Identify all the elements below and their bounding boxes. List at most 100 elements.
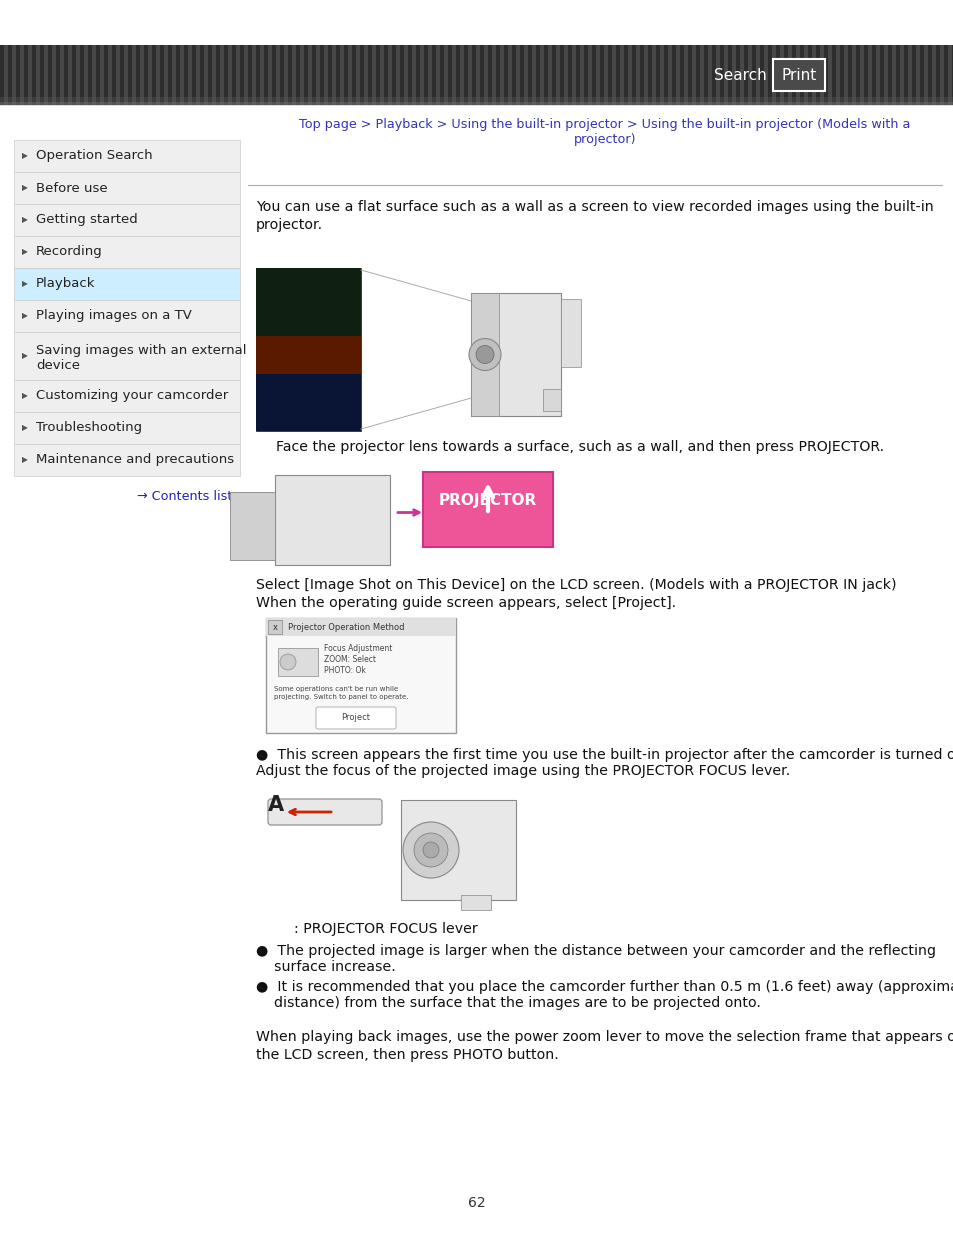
Bar: [763, 44, 767, 105]
Bar: [220, 44, 224, 105]
Bar: [483, 44, 488, 105]
Bar: [603, 44, 607, 105]
Text: Troubleshooting: Troubleshooting: [36, 421, 142, 435]
Bar: [747, 44, 751, 105]
Bar: [827, 44, 831, 105]
Bar: [539, 44, 543, 105]
Bar: [0, 44, 4, 105]
Bar: [775, 44, 780, 105]
Bar: [328, 44, 332, 105]
Bar: [947, 44, 951, 105]
Text: Maintenance and precautions: Maintenance and precautions: [36, 453, 233, 467]
Bar: [835, 44, 840, 105]
Bar: [332, 44, 335, 105]
Bar: [364, 44, 368, 105]
Text: Playing images on a TV: Playing images on a TV: [36, 310, 192, 322]
Bar: [164, 44, 168, 105]
Bar: [496, 44, 499, 105]
Bar: [88, 44, 91, 105]
Bar: [863, 44, 867, 105]
Bar: [348, 44, 352, 105]
Text: A: A: [268, 795, 284, 815]
Bar: [255, 44, 260, 105]
Bar: [939, 44, 943, 105]
Bar: [128, 44, 132, 105]
Bar: [767, 44, 771, 105]
Bar: [400, 800, 516, 900]
Bar: [596, 44, 599, 105]
Bar: [656, 44, 659, 105]
Bar: [760, 44, 763, 105]
Bar: [468, 44, 472, 105]
Bar: [811, 44, 815, 105]
Bar: [368, 44, 372, 105]
Bar: [208, 44, 212, 105]
Bar: [703, 44, 707, 105]
Bar: [0, 98, 953, 105]
Bar: [623, 44, 627, 105]
Bar: [647, 44, 651, 105]
Bar: [324, 44, 328, 105]
Bar: [36, 44, 40, 105]
Bar: [915, 44, 919, 105]
Bar: [443, 44, 448, 105]
Bar: [339, 44, 344, 105]
Bar: [552, 44, 556, 105]
Bar: [871, 44, 875, 105]
Bar: [716, 44, 720, 105]
Text: ●  The projected image is larger when the distance between your camcorder and th: ● The projected image is larger when the…: [255, 944, 935, 958]
Bar: [800, 44, 803, 105]
Circle shape: [402, 823, 458, 878]
Bar: [14, 204, 240, 236]
Bar: [204, 44, 208, 105]
Bar: [108, 44, 112, 105]
Bar: [266, 618, 456, 636]
Bar: [419, 44, 423, 105]
Bar: [232, 44, 235, 105]
Text: Select [Image Shot on This Device] on the LCD screen. (Models with a PROJECTOR I: Select [Image Shot on This Device] on th…: [255, 578, 896, 610]
Bar: [140, 44, 144, 105]
Text: You can use a flat surface such as a wall as a screen to view recorded images us: You can use a flat surface such as a wal…: [255, 200, 933, 232]
Bar: [867, 44, 871, 105]
Bar: [335, 44, 339, 105]
Bar: [560, 299, 580, 367]
Bar: [639, 44, 643, 105]
Bar: [399, 44, 403, 105]
Bar: [771, 44, 775, 105]
Bar: [16, 44, 20, 105]
Circle shape: [280, 655, 295, 671]
Bar: [84, 44, 88, 105]
Bar: [275, 44, 280, 105]
Bar: [352, 44, 355, 105]
Bar: [823, 44, 827, 105]
Bar: [772, 59, 824, 91]
Text: ▶: ▶: [22, 215, 28, 225]
Circle shape: [422, 842, 438, 858]
Bar: [587, 44, 592, 105]
Bar: [148, 44, 152, 105]
Bar: [911, 44, 915, 105]
Bar: [543, 44, 547, 105]
Bar: [8, 44, 12, 105]
Bar: [751, 44, 755, 105]
Bar: [14, 300, 240, 332]
Bar: [44, 44, 48, 105]
Bar: [14, 332, 240, 380]
Bar: [855, 44, 859, 105]
Bar: [299, 44, 304, 105]
Bar: [56, 44, 60, 105]
Text: projector): projector): [573, 133, 636, 146]
Bar: [255, 268, 360, 431]
Bar: [240, 44, 244, 105]
Bar: [891, 44, 895, 105]
Bar: [344, 44, 348, 105]
Text: ▶: ▶: [22, 391, 28, 400]
Text: ▶: ▶: [22, 424, 28, 432]
Text: distance) from the surface that the images are to be projected onto.: distance) from the surface that the imag…: [255, 995, 760, 1010]
Text: ●  It is recommended that you place the camcorder further than 0.5 m (1.6 feet) : ● It is recommended that you place the c…: [255, 981, 953, 994]
Text: surface increase.: surface increase.: [255, 960, 395, 974]
Bar: [52, 44, 56, 105]
Bar: [132, 44, 136, 105]
Bar: [91, 44, 96, 105]
Bar: [304, 44, 308, 105]
